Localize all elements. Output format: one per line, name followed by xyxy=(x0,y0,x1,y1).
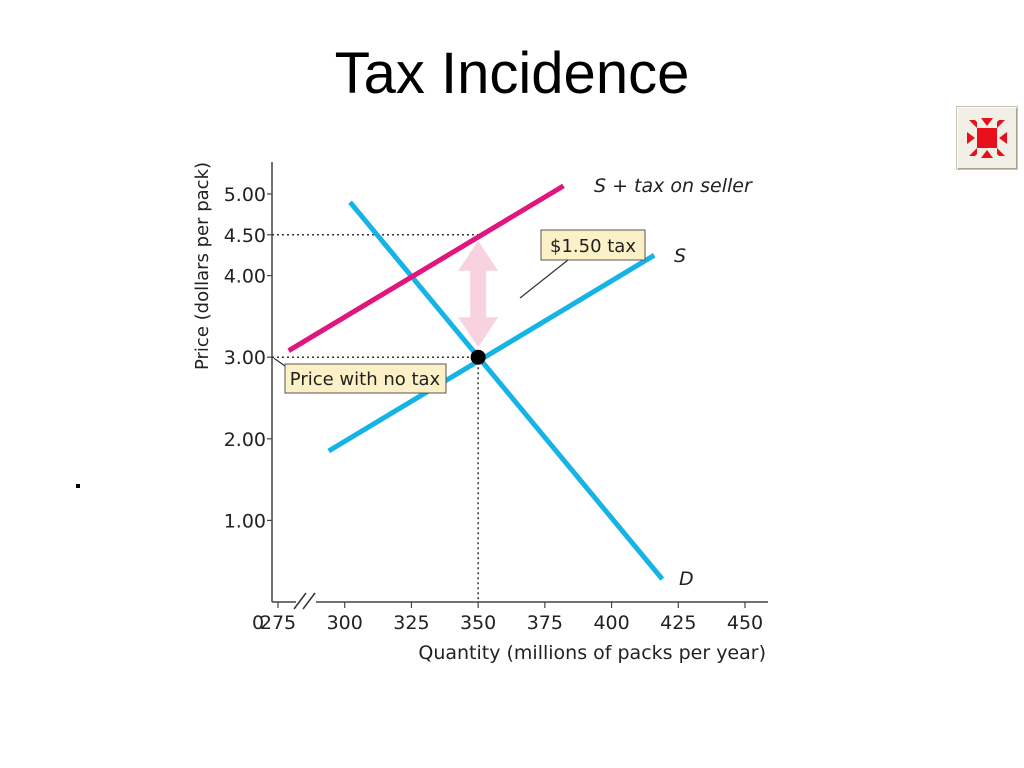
tax-callout-text: $1.50 tax xyxy=(550,236,636,257)
tax-callout-leader xyxy=(519,259,569,299)
x-axis-break-mark xyxy=(293,592,307,610)
supply-line xyxy=(327,253,656,454)
x-axis-break-mark xyxy=(302,592,316,610)
x-axis-break-gap xyxy=(296,599,316,605)
series-label-supply-tax-text: S + tax on seller xyxy=(594,175,753,197)
series-label-demand: D xyxy=(679,568,694,590)
shrink-view-button[interactable] xyxy=(956,106,1018,170)
y-tick-label: 4.50 xyxy=(224,225,266,247)
x-tick-label: 450 xyxy=(727,612,763,634)
y-tick-label: 5.00 xyxy=(224,184,266,206)
tax-double-arrow xyxy=(458,240,499,348)
x-tick-label: 425 xyxy=(660,612,696,634)
slide-title: Tax Incidence xyxy=(334,41,690,106)
x-tick-label: 275 xyxy=(260,612,296,634)
x-axis-label: Quantity (millions of packs per year) xyxy=(418,642,766,664)
supply-plus-tax-line xyxy=(287,183,565,353)
series-label-supply-tax: S + tax on seller xyxy=(594,175,753,197)
equilibrium-point xyxy=(470,349,486,365)
y-tick-label: 1.00 xyxy=(224,510,266,532)
shrink-arrows-icon xyxy=(967,118,1007,158)
y-tick-label: 4.00 xyxy=(224,266,266,288)
x-tick-label: 400 xyxy=(593,612,629,634)
stray-dot xyxy=(76,484,80,488)
demand-line xyxy=(348,200,665,581)
y-axis-label: Price (dollars per pack) xyxy=(192,162,213,370)
series-label-supply: S xyxy=(674,245,686,267)
no-tax-callout-box xyxy=(284,363,447,394)
tax-callout-box xyxy=(540,229,646,261)
no-tax-callout-leader xyxy=(273,357,286,367)
x-origin-label: 0 xyxy=(252,612,264,634)
y-tick-label: 3.00 xyxy=(224,347,266,369)
x-tick-label: 300 xyxy=(327,612,363,634)
x-tick-label: 325 xyxy=(393,612,429,634)
x-tick-label: 350 xyxy=(460,612,496,634)
x-tick-label: 375 xyxy=(527,612,563,634)
no-tax-callout-text: Price with no tax xyxy=(290,369,441,390)
y-tick-label: 2.00 xyxy=(224,429,266,451)
no-tax-callout: Price with no tax xyxy=(284,363,447,394)
tax-callout: $1.50 tax xyxy=(540,229,646,261)
